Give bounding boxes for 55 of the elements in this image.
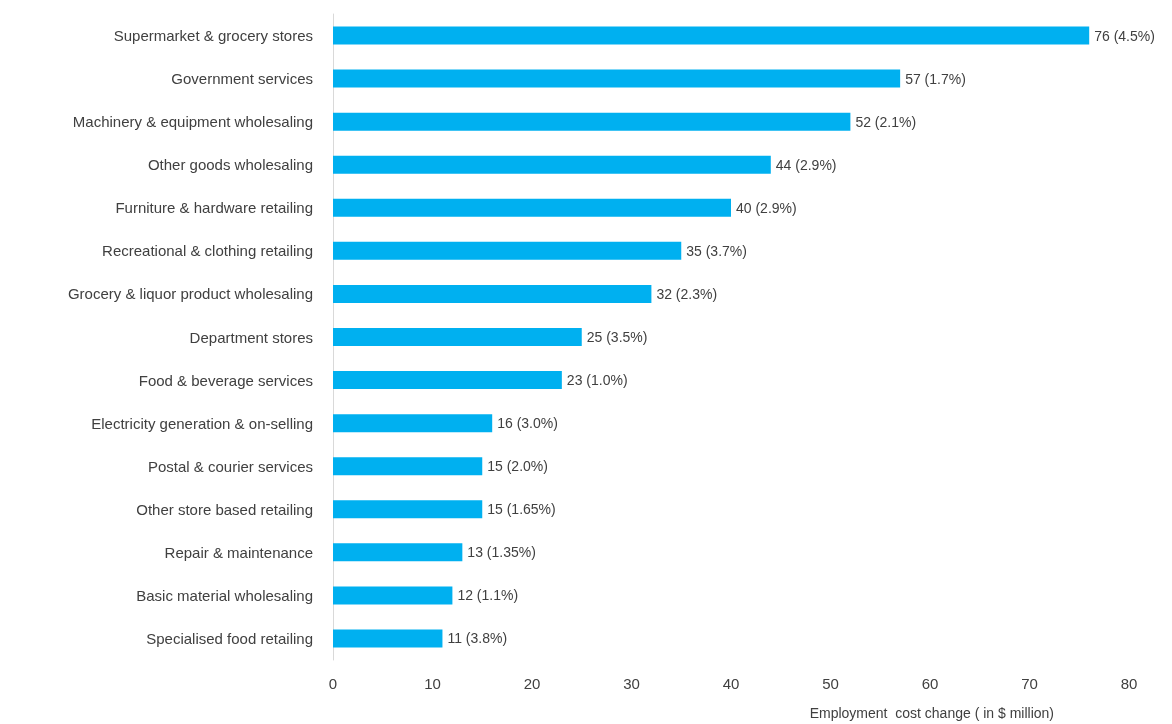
y-tick-label: Specialised food retailing	[146, 629, 313, 647]
y-tick-label: Other goods wholesaling	[147, 156, 313, 174]
data-label: 11 (3.8%)	[447, 630, 508, 647]
x-tick-label: 50	[822, 675, 839, 692]
x-tick-label: 30	[623, 675, 640, 692]
y-tick-label: Basic material wholesaling	[136, 586, 313, 604]
bar	[333, 629, 443, 648]
y-tick-label: Supermarket & grocery stores	[113, 27, 313, 45]
y-tick-label: Furniture & hardware retailing	[115, 199, 313, 217]
bar	[333, 371, 562, 390]
x-tick-label: 70	[1021, 675, 1038, 692]
bar	[333, 69, 901, 88]
y-tick-label: Food & beverage services	[138, 371, 313, 389]
data-label: 32 (2.3%)	[656, 285, 718, 302]
data-label: 57 (1.7%)	[905, 70, 966, 87]
bar	[333, 112, 851, 131]
y-tick-label: Repair & maintenance	[164, 543, 313, 561]
x-axis-title: Employment cost change ( in $ million)	[809, 705, 1054, 721]
bar	[333, 328, 582, 346]
y-tick-label: Department stores	[189, 328, 313, 346]
y-tick-label: Electricity generation & on-selling	[91, 414, 313, 432]
data-label: 15 (1.65%)	[487, 501, 556, 518]
y-tick-label: Recreational & clothing retailing	[102, 242, 313, 260]
data-label: 23 (1.0%)	[566, 372, 628, 389]
x-tick-label: 10	[424, 675, 441, 692]
y-tick-label: Government services	[171, 70, 313, 88]
x-tick-label: 60	[921, 675, 939, 692]
data-label: 44 (2.9%)	[775, 156, 837, 173]
bar	[333, 414, 493, 433]
data-label: 15 (2.0%)	[487, 458, 548, 475]
y-tick-label: Other store based retailing	[136, 500, 313, 518]
x-tick-label: 80	[1120, 675, 1138, 692]
x-tick-label: 20	[523, 675, 541, 692]
bar	[333, 500, 483, 519]
bar	[333, 543, 463, 562]
bar	[333, 284, 652, 303]
bar	[333, 241, 682, 260]
bar	[333, 198, 731, 217]
x-tick-label: 40	[722, 675, 740, 692]
data-label: 16 (3.0%)	[497, 415, 558, 432]
data-label: 25 (3.5%)	[586, 329, 648, 345]
data-label: 12 (1.1%)	[457, 587, 519, 604]
data-label: 35 (3.7%)	[686, 242, 747, 259]
x-tick-label: 0	[328, 675, 338, 692]
data-label: 76 (4.5%)	[1094, 27, 1155, 44]
y-tick-label: Grocery & liquor product wholesaling	[67, 285, 313, 303]
bar	[333, 586, 453, 605]
data-label: 13 (1.35%)	[467, 544, 536, 561]
y-tick-label: Postal & courier services	[147, 457, 313, 475]
bar	[333, 155, 771, 174]
data-label: 40 (2.9%)	[736, 199, 797, 216]
y-tick-label: Machinery & equipment wholesaling	[72, 113, 313, 131]
data-label: 52 (2.1%)	[855, 113, 917, 130]
bar	[333, 457, 483, 476]
bar	[333, 26, 1090, 45]
